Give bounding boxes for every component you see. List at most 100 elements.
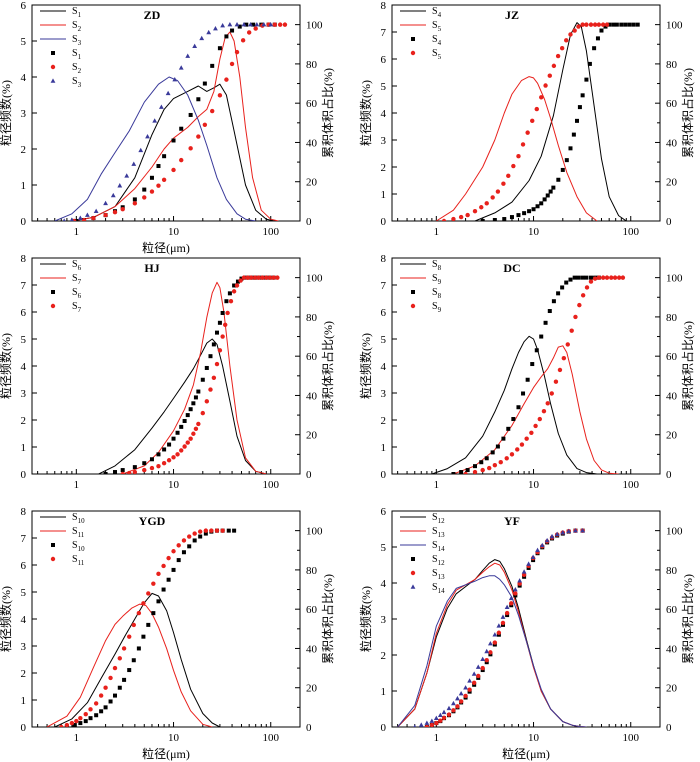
legend-label-sub: 4 [438, 11, 442, 19]
x-tick-label: 10 [528, 732, 540, 744]
legend-item: S4 [411, 34, 442, 47]
cumulative-point [214, 361, 220, 367]
cumulative-point [555, 53, 561, 59]
legend-label: S4 [432, 34, 442, 47]
cumulative-point [244, 22, 249, 27]
cumulative-point [117, 685, 122, 690]
cumulative-point [596, 22, 602, 27]
y-tick-label: 3 [381, 135, 387, 147]
cumulative-point [149, 465, 155, 471]
legend-label-main: S [72, 554, 78, 565]
y-axis-title: 粒径频数(%) [358, 586, 373, 652]
cumulative-point [152, 118, 158, 123]
cumulative-point [191, 401, 196, 406]
cumulative-point [198, 534, 203, 539]
cumulative-point [463, 693, 468, 699]
cumulative-point [451, 700, 456, 706]
cumulative-point [480, 665, 485, 671]
y-tick-label: 4 [21, 614, 27, 626]
cumulative-point [171, 549, 176, 554]
legend-item: S8 [400, 259, 442, 272]
legend-label-main: S [72, 526, 78, 537]
legend-label-main: S [72, 287, 78, 298]
legend-label: S8 [432, 259, 442, 272]
cumulative-point [120, 468, 125, 473]
y2-axis-title: 累积体积占比(%) [680, 68, 695, 158]
cumulative-point [596, 275, 602, 280]
legend-label: S1 [72, 6, 82, 19]
cumulative-point [539, 334, 544, 339]
legend-label-main: S [432, 34, 438, 45]
cumulative-point [511, 417, 516, 422]
y-axis-title: 粒径频数(%) [0, 586, 13, 652]
legend-label-main: S [432, 6, 438, 17]
cumulative-point [103, 472, 108, 474]
cumulative-point [131, 622, 136, 628]
y2-tick-label: 80 [306, 59, 318, 71]
cumulative-point [277, 22, 283, 27]
legend-label-sub: 12 [438, 517, 446, 525]
cumulative-point [603, 24, 608, 29]
legend-label: S7 [72, 301, 82, 314]
cumulative-point [545, 401, 550, 406]
cumulative-point [495, 189, 501, 194]
cumulative-point [59, 724, 64, 727]
cumulative-point [74, 219, 79, 221]
cumulative-point [501, 181, 506, 186]
cumulative-point [220, 528, 225, 533]
cumulative-point [588, 279, 594, 284]
legend-label: S4 [432, 6, 442, 19]
legend-label-sub: 8 [438, 264, 442, 272]
cumulative-point [537, 416, 542, 422]
y-tick-label: 0 [21, 722, 27, 734]
cumulative-point [508, 595, 514, 601]
panel-title: ZD [144, 8, 161, 22]
cumulative-point [200, 410, 205, 416]
y-axis-title: 粒径频数(%) [0, 80, 13, 146]
legend-label-sub: 5 [438, 53, 442, 61]
cumulative-point [492, 640, 498, 645]
cumulative-point [559, 46, 565, 51]
cumulative-point [551, 63, 557, 69]
cumulative-point [267, 275, 273, 280]
y2-tick-label: 100 [666, 273, 683, 285]
legend-label: S8 [432, 287, 442, 300]
cumulative-point [193, 395, 198, 400]
y-axis-title: 粒径频数(%) [358, 80, 373, 146]
y2-tick-label: 60 [306, 98, 318, 110]
cumulative-point [127, 634, 132, 639]
legend-label-main: S [432, 273, 438, 284]
frequency-curve [71, 31, 279, 221]
y2-tick-label: 20 [666, 430, 678, 442]
cumulative-point [467, 678, 473, 683]
legend-label-main: S [72, 20, 78, 31]
cumulative-point [185, 413, 190, 418]
y2-tick-label: 40 [666, 643, 678, 655]
cumulative-point [253, 26, 258, 31]
legend-label-sub: 5 [438, 25, 442, 33]
x-axis-title: 粒径(μm) [502, 746, 550, 761]
y-tick-label: 3 [21, 641, 27, 653]
cumulative-point [230, 28, 235, 33]
cumulative-point [525, 130, 530, 135]
cumulative-point [539, 95, 544, 100]
cumulative-point [202, 81, 207, 86]
cumulative-point [224, 77, 229, 82]
y-tick-label: 6 [21, 0, 27, 12]
cumulative-point [254, 22, 260, 27]
cumulative-point [619, 22, 624, 27]
cumulative-point [225, 310, 230, 316]
cumulative-point [525, 377, 530, 382]
cumulative-point [595, 36, 600, 41]
y2-tick-label: 20 [306, 683, 318, 695]
cumulative-point [513, 591, 518, 596]
x-tick-label: 1 [74, 732, 80, 744]
legend-label-sub: 3 [78, 81, 82, 89]
frequency-curve [98, 338, 267, 474]
cumulative-point [556, 177, 561, 182]
cumulative-point [229, 61, 235, 67]
cumulative-point [132, 201, 138, 206]
legend-swatch [50, 303, 56, 309]
y2-tick-label: 20 [306, 430, 318, 442]
cumulative-point [441, 218, 447, 221]
